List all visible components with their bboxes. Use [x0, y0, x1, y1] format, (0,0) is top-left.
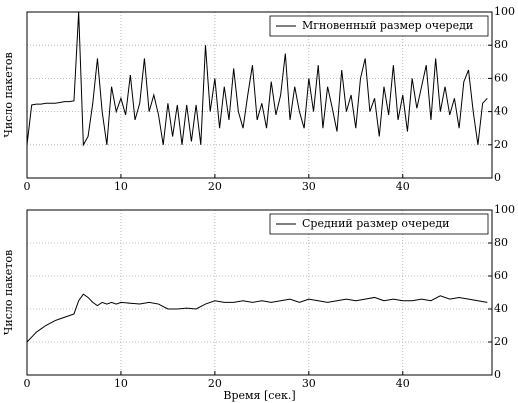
y-tick-label: 40 [494, 105, 508, 118]
data-line [27, 12, 488, 147]
legend-box [269, 15, 489, 37]
x-tick-label: 20 [208, 180, 222, 193]
x-axis-label: Время [сек.] [223, 389, 295, 402]
y-tick-label: 80 [494, 38, 508, 51]
data-line [27, 293, 488, 343]
y-tick-label: 100 [494, 203, 515, 216]
x-tick-label: 40 [396, 377, 410, 390]
y-tick-label: 100 [494, 5, 515, 18]
axes-frame [26, 11, 493, 179]
legend-label: Средний размер очереди [302, 217, 450, 230]
y-tick-label: 0 [494, 171, 501, 184]
legend-box [269, 213, 489, 235]
legend-label: Мгновенный размер очереди [302, 19, 473, 32]
y-tick-label: 80 [494, 236, 508, 249]
x-tick-label: 40 [396, 180, 410, 193]
x-tick-label: 30 [302, 377, 316, 390]
x-tick-label: 30 [302, 180, 316, 193]
y-axis-label: Число пакетов [2, 250, 15, 335]
x-tick-label: 10 [114, 180, 128, 193]
y-tick-label: 60 [494, 269, 508, 282]
x-tick-label: 0 [24, 180, 31, 193]
x-tick-label: 0 [24, 377, 31, 390]
x-tick-label: 10 [114, 377, 128, 390]
legend: Средний размер очереди [269, 213, 489, 235]
y-axis-label: Число пакетов [2, 52, 15, 137]
legend: Мгновенный размер очереди [269, 15, 489, 37]
y-tick-label: 40 [494, 302, 508, 315]
y-tick-label: 60 [494, 71, 508, 84]
x-tick-label: 20 [208, 377, 222, 390]
y-tick-label: 20 [494, 335, 508, 348]
y-tick-label: 20 [494, 138, 508, 151]
y-tick-label: 0 [494, 368, 501, 381]
axes-frame [26, 209, 493, 376]
